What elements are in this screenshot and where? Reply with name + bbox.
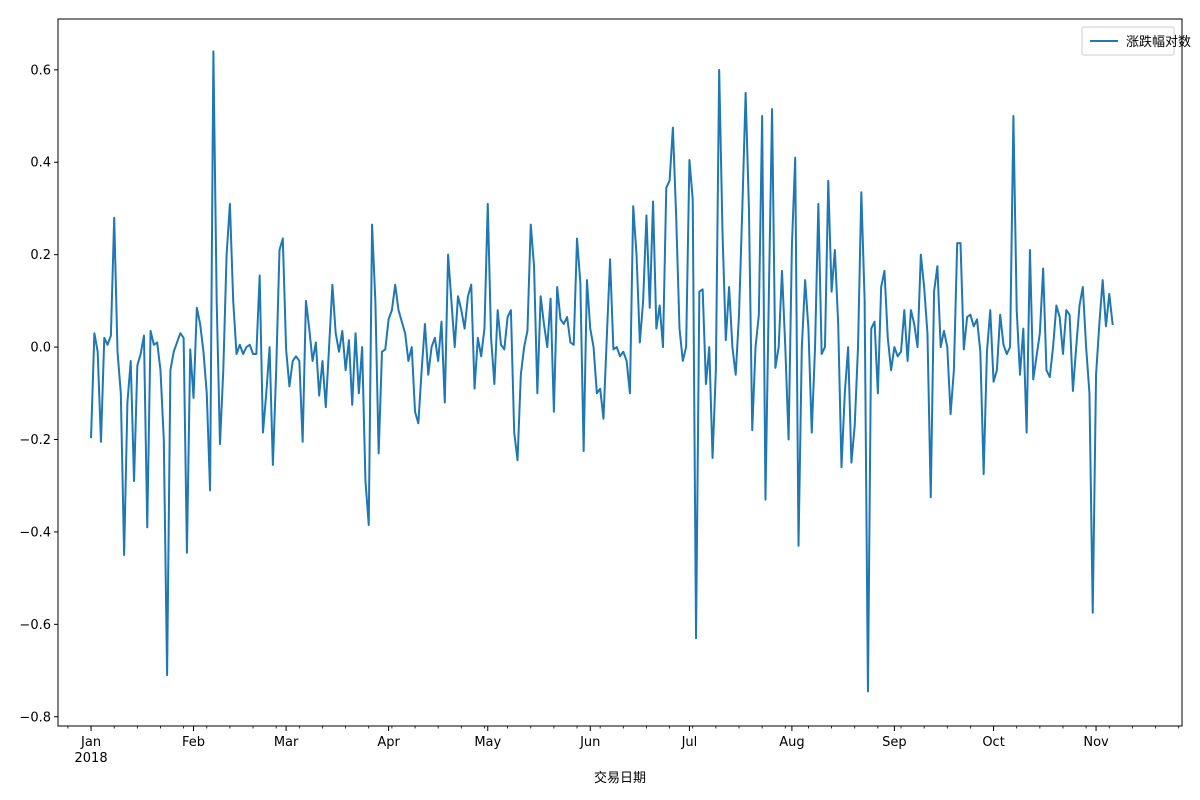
series-layer [90, 50, 1114, 693]
x-tick-label: Jun [579, 735, 600, 750]
legend: 涨跌幅对数 [1081, 26, 1191, 56]
y-tick-label: −0.4 [19, 525, 51, 540]
x-tick-sublabel: 2018 [75, 751, 108, 766]
x-tick-label: Mar [274, 735, 299, 750]
x-tick-label: Oct [982, 735, 1004, 750]
y-tick-label: −0.6 [19, 618, 51, 633]
x-tick-label: Aug [779, 735, 804, 750]
y-tick-label: 0.6 [30, 63, 51, 78]
x-tick-label: Jul [681, 735, 698, 750]
x-tick-label: May [474, 735, 501, 750]
legend-box [1081, 26, 1175, 56]
y-tick-label: 0.2 [30, 248, 51, 263]
y-tick-label: 0.4 [30, 156, 51, 171]
y-tick-label: −0.8 [19, 710, 51, 725]
x-axis-label: 交易日期 [594, 770, 646, 786]
y-tick-label: 0.0 [30, 341, 51, 356]
x-tick-label: Jan [80, 735, 101, 750]
legend-entry-label: 涨跌幅对数 [1126, 34, 1191, 50]
series-line [90, 50, 1114, 693]
x-tick-label: Feb [182, 735, 205, 750]
x-tick-label: Apr [377, 735, 400, 750]
x-tick-label: Nov [1083, 735, 1109, 750]
y-axis-ticks: −0.8 −0.6 −0.4 −0.2 0.0 0.2 0.4 0.6 [19, 63, 58, 725]
plot-frame [57, 18, 1183, 727]
y-tick-label: −0.2 [19, 433, 51, 448]
x-tick-label: Sep [882, 735, 907, 750]
